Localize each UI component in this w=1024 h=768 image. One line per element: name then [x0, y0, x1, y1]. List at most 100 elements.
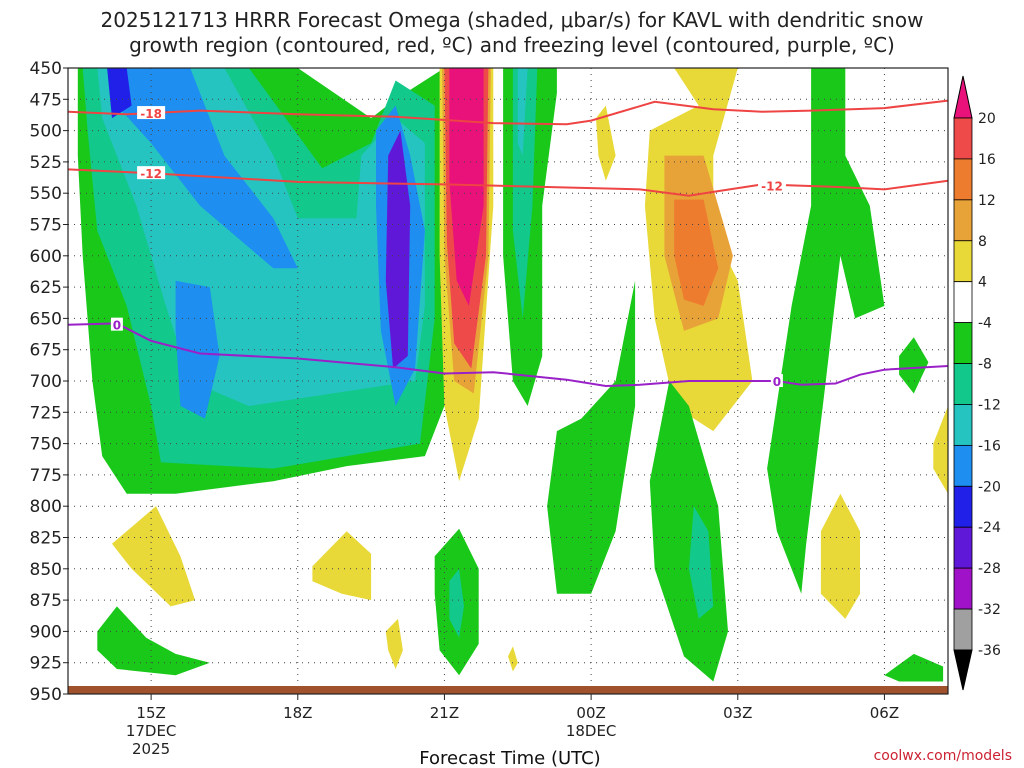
colorbar-swatch-12_16: [953, 158, 973, 201]
temperature-contours: [67, 99, 949, 388]
contour-label-bg-3: [110, 317, 123, 331]
region-green-small-675: [899, 337, 929, 394]
plot-area: -18 -12 -12 0 0: [67, 67, 949, 695]
y-tick-label-500: 500: [30, 122, 62, 142]
y-tick-label-875: 875: [30, 591, 62, 611]
colorbar-label-2: 12: [978, 193, 996, 209]
x-tick-time-15Z: 15Z: [136, 704, 165, 722]
region-yellow-blob-825-right: [820, 493, 860, 619]
colorbar-swatch-4_8: [953, 240, 973, 283]
colorbar-swatch-m12_m8: [953, 363, 973, 405]
x-tick-year-15Z: 2025: [132, 740, 170, 758]
colorbar-label-10: -24: [978, 520, 1001, 536]
colorbar-label-3: 8: [978, 234, 987, 250]
colorbar-label-11: -28: [978, 561, 1001, 577]
colorbar-label-8: -16: [978, 438, 1001, 454]
contour-label-bg-2: [758, 178, 786, 192]
region-yellow-blob-750-right: [933, 406, 948, 494]
y-tick-label-850: 850: [30, 560, 62, 580]
chart-title-line-1: 2025121713 HRRR Forecast Omega (shaded, …: [101, 8, 924, 32]
colorbar-swatch-8_12: [953, 199, 973, 242]
y-tick-label-625: 625: [30, 278, 62, 298]
colorbar-swatch-m4_4: [953, 281, 973, 324]
colorbar-label-6: -8: [978, 357, 992, 373]
region-darkorange-right: [674, 199, 719, 306]
region-magenta-col-21z: [449, 68, 484, 306]
colorbar-label-1: 16: [978, 152, 996, 168]
colorbar-label-5: -4: [978, 316, 992, 332]
region-yellow-blob-850: [312, 531, 372, 601]
y-tick-label-600: 600: [30, 247, 62, 267]
y-tick-label-550: 550: [30, 184, 62, 204]
contour-label-bg-0: [137, 106, 166, 120]
region-purple-column: [385, 130, 411, 369]
contour-zero: [67, 322, 949, 388]
credit-text: coolwx.com/models: [874, 748, 1012, 764]
colorbar-label-9: -20: [978, 479, 1001, 495]
contour-labels: -18 -12 -12 0 0: [110, 106, 786, 389]
y-tick-label-950: 950: [30, 685, 62, 705]
x-tick-time-00Z: 00Z: [576, 704, 605, 722]
region-yellow-blob-925-center: [508, 646, 518, 672]
colorbar-swatch-m24_m20: [953, 485, 973, 528]
region-green-bottom-right: [884, 653, 944, 682]
y-tick-label-650: 650: [30, 309, 62, 329]
colorbar-swatch-m28_m24: [953, 526, 973, 569]
y-tick-label-675: 675: [30, 341, 62, 361]
region-darkblue-top-left: [107, 68, 132, 119]
contour-label-0: -18: [140, 107, 162, 121]
colorbar-bottom-arrow: [953, 649, 973, 691]
colorbar-label-0: 20: [978, 111, 996, 127]
contour-label-bg-4: [770, 374, 783, 387]
colorbar-top-arrow: [953, 75, 973, 119]
colorbar-label-7: -12: [978, 397, 1001, 413]
contour-minus-12: [67, 168, 949, 197]
colorbar: 20 16 12 8 4 -4 -8 -12 -16 -20 -24 -28 -32 -36: [953, 75, 1001, 691]
y-tick-label-700: 700: [30, 372, 62, 392]
x-tick-time-21Z: 21Z: [430, 704, 459, 722]
contour-label-1: -12: [140, 167, 162, 181]
y-tick-label-725: 725: [30, 403, 62, 423]
region-cyan-col-2: [517, 68, 528, 156]
y-tick-label-575: 575: [30, 216, 62, 236]
region-teal-lower-right: [688, 506, 714, 619]
region-green-bottom-left: [97, 606, 210, 676]
y-tick-label-925: 925: [30, 654, 62, 674]
contour-minus-18: [67, 99, 949, 126]
ground-strip: [68, 686, 948, 694]
colorbar-swatch-m16_m12: [953, 404, 973, 446]
y-tick-label-750: 750: [30, 435, 62, 455]
region-yellow-blob-500: [596, 105, 616, 181]
contour-label-4: 0: [773, 375, 781, 389]
y-tick-label-900: 900: [30, 622, 62, 642]
y-tick-label-775: 775: [30, 466, 62, 486]
region-blue-lower-left: [175, 280, 220, 419]
x-axis-label: Forecast Time (UTC): [419, 748, 600, 768]
omega-shaded-regions: [77, 68, 948, 682]
y-tick-label-825: 825: [30, 529, 62, 549]
colorbar-label-13: -36: [978, 643, 1001, 659]
region-green-center-bottom: [547, 280, 636, 594]
x-tick-time-06Z: 06Z: [870, 704, 899, 722]
colorbar-label-4: 4: [978, 275, 987, 291]
colorbar-swatch-m32_m28: [953, 567, 973, 610]
y-tick-label-800: 800: [30, 497, 62, 517]
x-tick-time-03Z: 03Z: [723, 704, 752, 722]
region-teal-bottom-21z: [449, 568, 464, 638]
contour-label-bg-1: [137, 166, 166, 180]
colorbar-swatch-16_20: [953, 117, 973, 160]
x-tick-time-18Z: 18Z: [283, 704, 312, 722]
x-tick-date-15Z: 17DEC: [126, 722, 177, 740]
x-tick-date-00Z: 18DEC: [566, 722, 617, 740]
y-axis-ticks: 450 475 500 525 550 575 600 625 650 675 700 725 750 7…: [30, 59, 68, 705]
colorbar-swatch-m8_m4: [953, 322, 973, 364]
colorbar-swatch-m20_m16: [953, 444, 973, 487]
colorbar-label-12: -32: [978, 602, 1001, 618]
contour-label-3: 0: [113, 319, 121, 333]
colorbar-swatch-m36_m32: [953, 608, 973, 651]
y-tick-label-525: 525: [30, 153, 62, 173]
region-yellow-blob-825: [112, 506, 196, 607]
y-tick-label-450: 450: [30, 59, 62, 79]
